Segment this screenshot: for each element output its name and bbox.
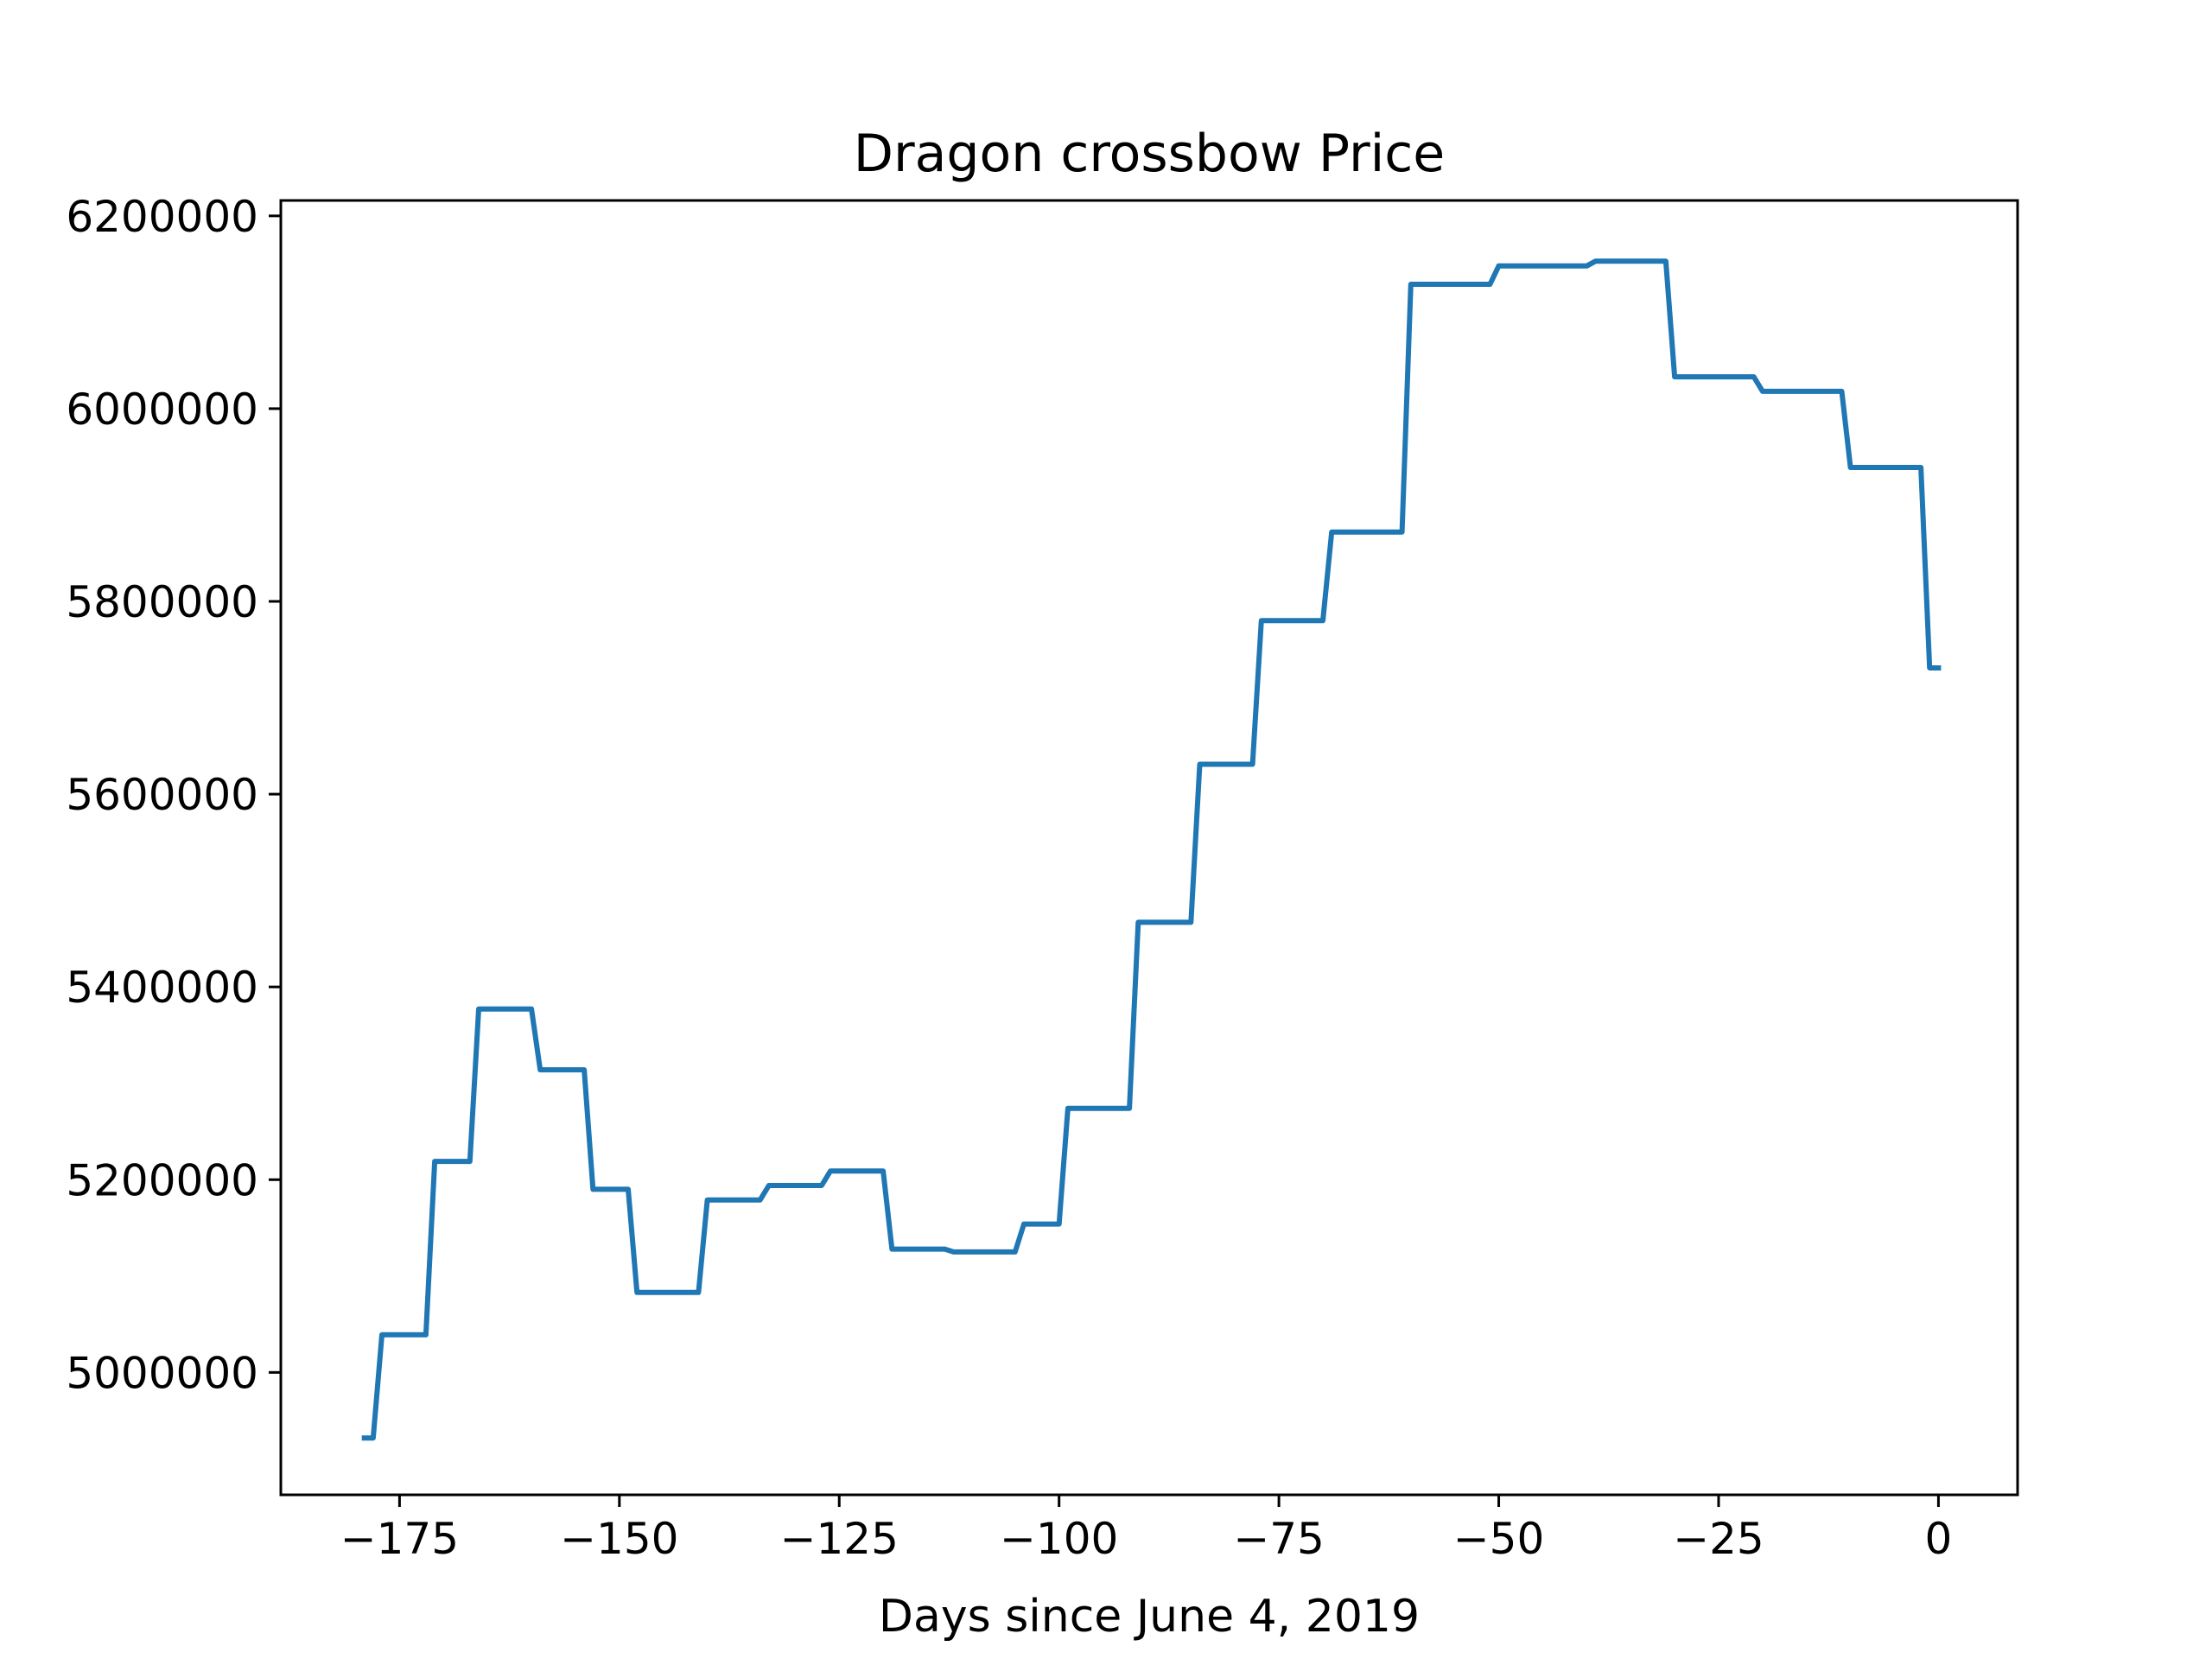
series-line-0 (361, 258, 1942, 1441)
x-tick-label: −25 (1673, 1514, 1764, 1564)
x-tick-label: −175 (340, 1514, 459, 1564)
x-tick-label: −100 (1000, 1514, 1118, 1564)
x-tick-label: −75 (1233, 1514, 1325, 1564)
plot-area: −175 −150 −125 −100 −75 −50 −25 0 5000000 5200000… (66, 192, 2019, 1564)
x-tick-label: −50 (1453, 1514, 1545, 1564)
y-tick-label: 6000000 (66, 385, 258, 435)
x-tick-label: −150 (560, 1514, 678, 1564)
y-tick-label: 5800000 (66, 577, 258, 627)
y-tick-label: 5600000 (66, 770, 258, 820)
axes-frame (279, 199, 2019, 1497)
y-tick-label: 5400000 (66, 963, 258, 1013)
y-tick-label: 5000000 (66, 1348, 258, 1398)
x-tick-label: −125 (780, 1514, 899, 1564)
x-tick-label: 0 (1924, 1514, 1952, 1564)
y-tick-label: 6200000 (66, 192, 258, 242)
x-axis-label: Days since June 4, 2019 (879, 1591, 1420, 1643)
chart-title: Dragon crossbow Price (854, 124, 1445, 184)
y-tick-label: 5200000 (66, 1155, 258, 1205)
